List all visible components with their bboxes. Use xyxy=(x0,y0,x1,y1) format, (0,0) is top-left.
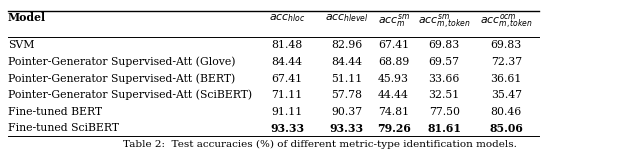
Text: 74.81: 74.81 xyxy=(378,107,409,117)
Text: $acc_{hloc}$: $acc_{hloc}$ xyxy=(269,12,305,24)
Text: 80.46: 80.46 xyxy=(491,107,522,117)
Text: $acc_{m,token}^{ocm}$: $acc_{m,token}^{ocm}$ xyxy=(480,12,532,31)
Text: 71.11: 71.11 xyxy=(271,90,303,100)
Text: 44.44: 44.44 xyxy=(378,90,409,100)
Text: Fine-tuned SciBERT: Fine-tuned SciBERT xyxy=(8,124,118,133)
Text: Pointer-Generator Supervised-Att (Glove): Pointer-Generator Supervised-Att (Glove) xyxy=(8,57,235,67)
Text: 69.57: 69.57 xyxy=(429,57,460,67)
Text: 77.50: 77.50 xyxy=(429,107,460,117)
Text: 82.96: 82.96 xyxy=(332,40,362,50)
Text: 85.06: 85.06 xyxy=(490,123,523,134)
Text: 84.44: 84.44 xyxy=(271,57,303,67)
Text: 91.11: 91.11 xyxy=(271,107,303,117)
Text: Table 2:  Test accuracies (%) of different metric-type identification models.: Table 2: Test accuracies (%) of differen… xyxy=(123,140,517,149)
Text: 69.83: 69.83 xyxy=(429,40,460,50)
Text: 81.48: 81.48 xyxy=(271,40,303,50)
Text: 84.44: 84.44 xyxy=(332,57,362,67)
Text: 93.33: 93.33 xyxy=(270,123,304,134)
Text: Pointer-Generator Supervised-Att (BERT): Pointer-Generator Supervised-Att (BERT) xyxy=(8,73,235,84)
Text: 81.61: 81.61 xyxy=(427,123,461,134)
Text: 51.11: 51.11 xyxy=(332,74,362,83)
Text: 93.33: 93.33 xyxy=(330,123,364,134)
Text: $acc_{hlevel}$: $acc_{hlevel}$ xyxy=(325,12,369,24)
Text: 68.89: 68.89 xyxy=(378,57,409,67)
Text: 45.93: 45.93 xyxy=(378,74,409,83)
Text: 35.47: 35.47 xyxy=(491,90,522,100)
Text: Pointer-Generator Supervised-Att (SciBERT): Pointer-Generator Supervised-Att (SciBER… xyxy=(8,90,252,100)
Text: 36.61: 36.61 xyxy=(490,74,522,83)
Text: Model: Model xyxy=(8,12,46,23)
Text: 72.37: 72.37 xyxy=(491,57,522,67)
Text: 57.78: 57.78 xyxy=(332,90,362,100)
Text: 33.66: 33.66 xyxy=(428,74,460,83)
Text: $acc_{m}^{sm}$: $acc_{m}^{sm}$ xyxy=(378,12,410,29)
Text: 79.26: 79.26 xyxy=(377,123,410,134)
Text: Fine-tuned BERT: Fine-tuned BERT xyxy=(8,107,102,117)
Text: 69.83: 69.83 xyxy=(491,40,522,50)
Text: 90.37: 90.37 xyxy=(332,107,362,117)
Text: 32.51: 32.51 xyxy=(429,90,460,100)
Text: 67.41: 67.41 xyxy=(378,40,409,50)
Text: SVM: SVM xyxy=(8,40,34,50)
Text: 67.41: 67.41 xyxy=(271,74,303,83)
Text: $acc_{m,token}^{sm}$: $acc_{m,token}^{sm}$ xyxy=(418,12,470,31)
